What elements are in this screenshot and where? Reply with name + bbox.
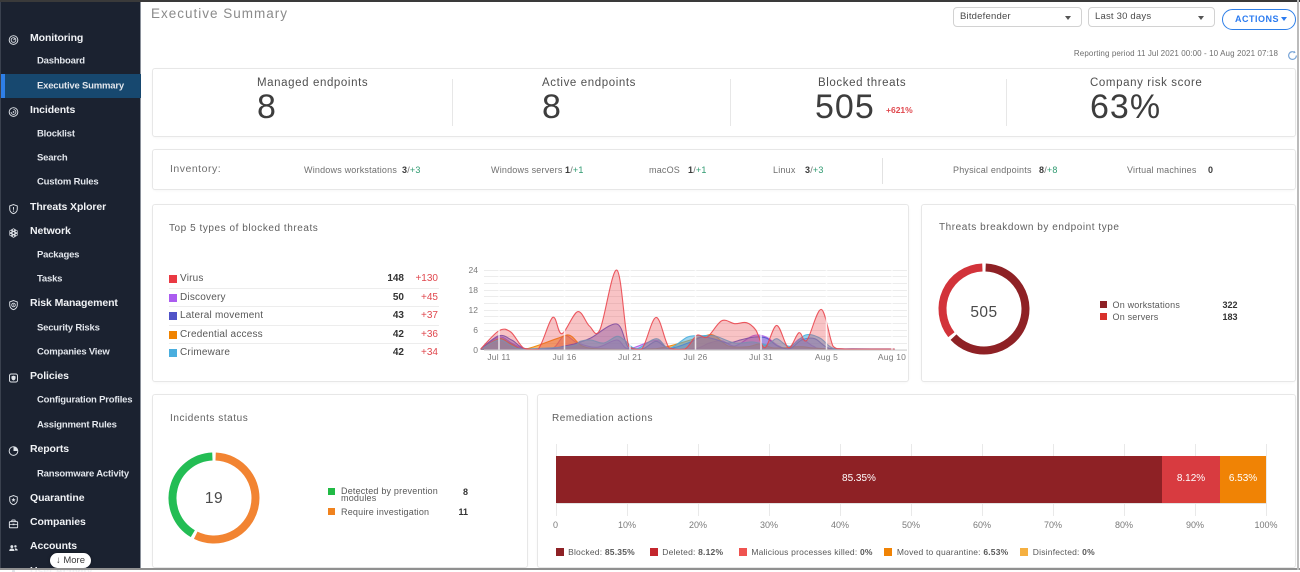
svg-text:Jul 21: Jul 21 <box>618 352 642 362</box>
svg-text:12: 12 <box>469 305 479 315</box>
svg-text:Jul 26: Jul 26 <box>684 352 708 362</box>
svg-text:Jul 16: Jul 16 <box>553 352 577 362</box>
svg-text:Aug 10: Aug 10 <box>878 352 906 362</box>
svg-text:18: 18 <box>469 285 479 295</box>
svg-text:6: 6 <box>473 325 478 335</box>
svg-text:Jul 11: Jul 11 <box>487 352 510 362</box>
svg-text:Jul 31: Jul 31 <box>749 352 773 362</box>
svg-text:0: 0 <box>473 345 478 355</box>
svg-text:Aug 5: Aug 5 <box>815 352 838 362</box>
svg-text:24: 24 <box>469 265 479 275</box>
